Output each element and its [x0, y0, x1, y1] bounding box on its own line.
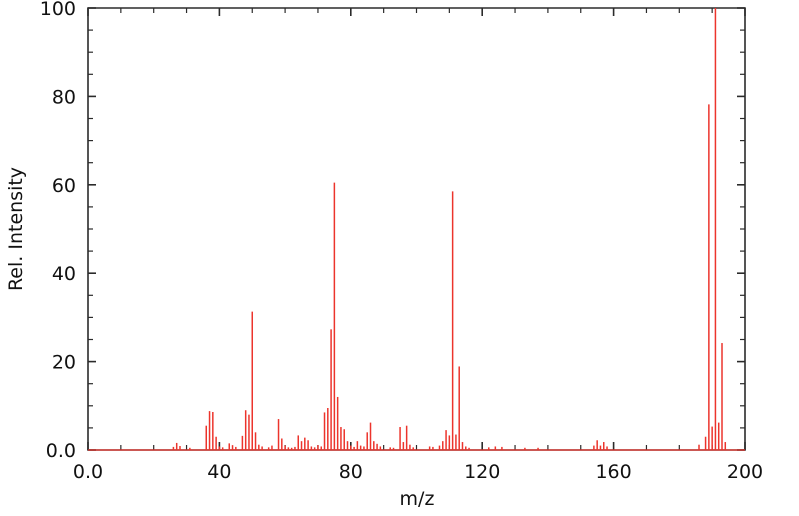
- x-tick-label: 0.0: [73, 461, 103, 483]
- y-axis-title: Rel. Intensity: [5, 167, 27, 291]
- x-tick-label: 120: [464, 461, 500, 483]
- y-tick-label: 0.0: [46, 440, 76, 462]
- axis-ticks: [87, 7, 746, 451]
- y-tick-label: 60: [52, 175, 76, 197]
- plot-frame: [87, 7, 746, 451]
- y-tick-label: 40: [52, 263, 76, 285]
- axis-tick-labels: 0.0 40 80 120 160 200 0.0 20 40 60 80 100: [40, 0, 763, 483]
- x-tick-label: 40: [207, 461, 231, 483]
- x-tick-label: 200: [727, 461, 763, 483]
- y-tick-label: 100: [40, 0, 76, 20]
- x-axis-title: m/z: [400, 488, 435, 510]
- y-tick-label: 80: [52, 86, 76, 108]
- axes-frame: [87, 7, 746, 451]
- y-tick-label: 20: [52, 352, 76, 374]
- spectrum-peaks: [88, 8, 745, 451]
- x-tick-label: 80: [339, 461, 363, 483]
- x-tick-label: 160: [595, 461, 631, 483]
